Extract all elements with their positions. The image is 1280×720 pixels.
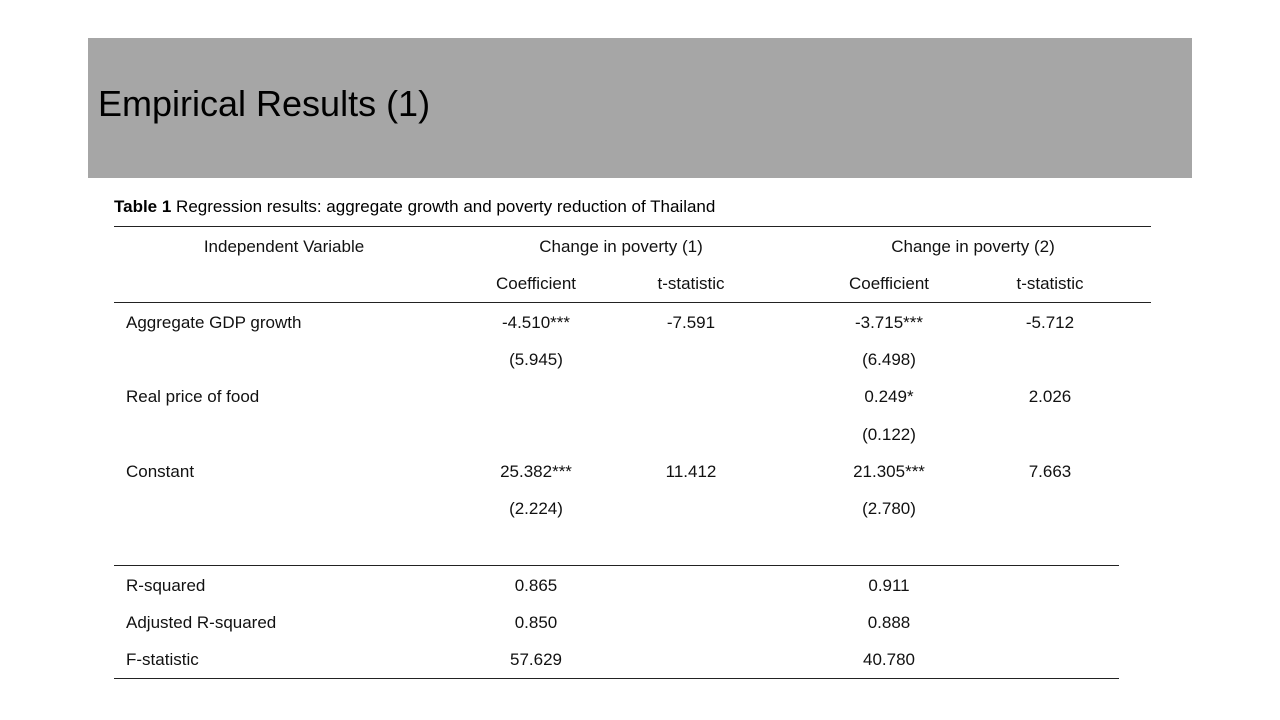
coef-2: 0.249* <box>864 387 914 406</box>
header-independent-variable: Independent Variable <box>203 237 365 256</box>
coef-1: -4.510*** <box>501 313 571 332</box>
table-bottom-rule <box>114 678 1119 679</box>
slide-title: Empirical Results (1) <box>98 83 431 124</box>
se-1: (5.945) <box>509 350 563 369</box>
tstat-2: 7.663 <box>1028 462 1072 481</box>
header-bottom-rule <box>114 302 1151 303</box>
header-tstat-1: t-statistic <box>657 274 725 293</box>
stat-label: R-squared <box>126 576 206 595</box>
se-2: (2.780) <box>862 499 916 518</box>
tstat-2: -5.712 <box>1025 313 1075 332</box>
row-label: Aggregate GDP growth <box>126 313 302 332</box>
table-caption: Table 1 Regression results: aggregate gr… <box>114 196 715 218</box>
coef-1: 25.382*** <box>500 462 572 481</box>
stat-value-1: 0.865 <box>514 576 558 595</box>
title-banner: Empirical Results (1) <box>88 38 1192 178</box>
stat-label: Adjusted R-squared <box>126 613 277 632</box>
stat-value-2: 40.780 <box>863 650 915 669</box>
row-label: Real price of food <box>126 387 260 406</box>
table-top-rule <box>114 226 1151 227</box>
coef-2: 21.305*** <box>853 462 925 481</box>
table-caption-number: Table 1 <box>114 197 172 216</box>
table-caption-text: Regression results: aggregate growth and… <box>171 197 716 216</box>
se-2: (0.122) <box>862 425 916 444</box>
se-2: (6.498) <box>862 350 916 369</box>
header-group-2: Change in poverty (2) <box>891 237 1055 256</box>
header-group-1: Change in poverty (1) <box>539 237 703 256</box>
stat-value-1: 57.629 <box>510 650 562 669</box>
header-tstat-2: t-statistic <box>1016 274 1084 293</box>
stats-top-rule <box>114 565 1119 566</box>
stat-label: F-statistic <box>126 650 199 669</box>
coef-2: -3.715*** <box>854 313 924 332</box>
header-coefficient-2: Coefficient <box>848 274 929 293</box>
stat-value-2: 0.888 <box>867 613 911 632</box>
stat-value-1: 0.850 <box>514 613 558 632</box>
se-1: (2.224) <box>509 499 563 518</box>
tstat-2: 2.026 <box>1028 387 1072 406</box>
header-coefficient-1: Coefficient <box>495 274 576 293</box>
tstat-1: -7.591 <box>666 313 716 332</box>
row-label: Constant <box>126 462 195 481</box>
stat-value-2: 0.911 <box>868 576 910 595</box>
tstat-1: 11.412 <box>665 462 717 481</box>
